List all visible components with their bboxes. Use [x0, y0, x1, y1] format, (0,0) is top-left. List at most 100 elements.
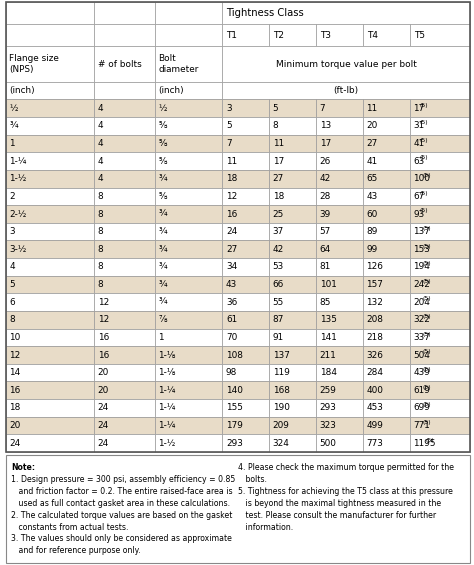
- Text: 7: 7: [319, 104, 325, 113]
- Text: 17: 17: [319, 139, 331, 148]
- Text: 17: 17: [273, 157, 284, 166]
- Text: 20: 20: [98, 386, 109, 395]
- Text: (ft-lb): (ft-lb): [334, 86, 359, 95]
- Text: (5): (5): [422, 226, 431, 231]
- Text: 771: 771: [413, 421, 430, 430]
- Bar: [269, 170, 316, 188]
- Bar: [269, 364, 316, 381]
- Bar: [94, 99, 155, 117]
- Bar: [222, 381, 269, 399]
- Bar: [6, 434, 94, 452]
- Bar: [269, 205, 316, 223]
- Bar: [6, 46, 94, 82]
- Bar: [94, 434, 155, 452]
- Bar: [6, 170, 94, 188]
- Text: 204: 204: [413, 298, 430, 307]
- Text: 499: 499: [366, 421, 383, 430]
- Text: 89: 89: [366, 227, 378, 236]
- Text: 24: 24: [98, 403, 109, 412]
- Bar: [155, 153, 222, 170]
- Text: 4: 4: [98, 121, 103, 131]
- Text: 140: 140: [226, 386, 243, 395]
- Bar: [6, 24, 94, 46]
- Text: 57: 57: [319, 227, 331, 236]
- Text: 504: 504: [413, 350, 430, 359]
- Bar: [94, 399, 155, 417]
- Text: 14: 14: [9, 368, 21, 377]
- Bar: [363, 134, 410, 153]
- Bar: [155, 223, 222, 241]
- Bar: [410, 434, 470, 452]
- Text: 41: 41: [366, 157, 378, 166]
- Bar: [155, 205, 222, 223]
- Bar: [6, 205, 94, 223]
- Text: (5): (5): [425, 437, 434, 442]
- Text: 400: 400: [366, 386, 383, 395]
- Bar: [316, 117, 363, 134]
- Bar: [410, 364, 470, 381]
- Bar: [269, 399, 316, 417]
- Text: 1: 1: [9, 139, 15, 148]
- Bar: [155, 346, 222, 364]
- Bar: [316, 417, 363, 434]
- Bar: [94, 381, 155, 399]
- Text: 27: 27: [366, 139, 378, 148]
- Text: 93: 93: [413, 210, 425, 219]
- Bar: [363, 434, 410, 452]
- Text: information.: information.: [238, 523, 293, 532]
- Text: 324: 324: [273, 438, 290, 447]
- Bar: [363, 188, 410, 205]
- Text: 1-¼: 1-¼: [158, 386, 176, 395]
- Bar: [155, 364, 222, 381]
- Bar: [410, 153, 470, 170]
- Text: 16: 16: [98, 350, 109, 359]
- Bar: [222, 311, 269, 329]
- Text: Minimum torque value per bolt: Minimum torque value per bolt: [276, 60, 417, 68]
- Bar: [410, 223, 470, 241]
- Bar: [410, 293, 470, 311]
- Text: 322: 322: [413, 315, 430, 324]
- Bar: [410, 329, 470, 346]
- Bar: [363, 417, 410, 434]
- Bar: [316, 434, 363, 452]
- Bar: [6, 276, 94, 293]
- Bar: [94, 276, 155, 293]
- Text: 1-½: 1-½: [158, 438, 176, 447]
- Text: 184: 184: [319, 368, 337, 377]
- Bar: [363, 117, 410, 134]
- Text: 3. The values should only be considered as approximate: 3. The values should only be considered …: [11, 534, 232, 544]
- Text: 16: 16: [98, 333, 109, 342]
- Text: 66: 66: [273, 280, 284, 289]
- Bar: [222, 329, 269, 346]
- Text: 3-½: 3-½: [9, 245, 27, 254]
- Text: (5): (5): [419, 208, 428, 214]
- Text: 2. The calculated torque values are based on the gasket: 2. The calculated torque values are base…: [11, 511, 233, 520]
- Text: 42: 42: [273, 245, 284, 254]
- Text: 453: 453: [366, 403, 383, 412]
- Text: (5): (5): [422, 279, 431, 284]
- Text: 155: 155: [226, 403, 243, 412]
- Text: 5. Tightness for achieving the T5 class at this pressure: 5. Tightness for achieving the T5 class …: [238, 487, 453, 496]
- Text: 4: 4: [98, 139, 103, 148]
- Text: 211: 211: [319, 350, 337, 359]
- Text: 3: 3: [9, 227, 15, 236]
- Bar: [155, 117, 222, 134]
- Bar: [155, 82, 222, 99]
- Text: 20: 20: [9, 421, 21, 430]
- Text: ½: ½: [9, 104, 18, 113]
- Text: 12: 12: [226, 192, 237, 201]
- Bar: [363, 223, 410, 241]
- Bar: [222, 205, 269, 223]
- Text: 4: 4: [9, 262, 15, 271]
- Bar: [6, 329, 94, 346]
- Bar: [155, 99, 222, 117]
- Bar: [269, 346, 316, 364]
- Text: ¾: ¾: [158, 210, 167, 219]
- Bar: [94, 46, 155, 82]
- Text: (5): (5): [419, 103, 428, 107]
- Text: 41: 41: [413, 139, 425, 148]
- Text: 87: 87: [273, 315, 284, 324]
- Bar: [269, 153, 316, 170]
- Bar: [155, 170, 222, 188]
- Bar: [363, 346, 410, 364]
